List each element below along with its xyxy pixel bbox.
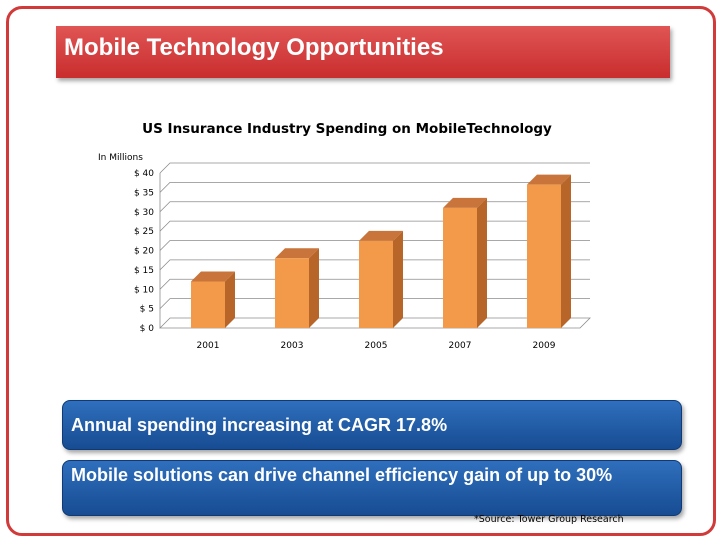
bar-front — [359, 240, 393, 328]
chart-svg: US Insurance Industry Spending on Mobile… — [98, 121, 591, 351]
bar-front — [527, 184, 561, 328]
y-tick-label: $ 40 — [134, 169, 154, 179]
y-tick-label: $ 5 — [140, 305, 154, 315]
bar-layer — [191, 174, 571, 328]
callout-efficiency: Mobile solutions can drive channel effic… — [62, 460, 682, 516]
bar — [359, 230, 403, 328]
bar-side — [225, 271, 235, 328]
gridline — [159, 162, 590, 174]
title-bar: Mobile Technology Opportunities — [56, 26, 670, 78]
x-tick-label: 2009 — [533, 341, 556, 351]
gridline — [159, 220, 590, 232]
bar-top — [191, 271, 235, 282]
bar — [527, 174, 571, 328]
y-tick-label: $ 30 — [134, 208, 154, 218]
bar-side — [393, 230, 403, 328]
y-tick-layer: $ 0 $ 5 $ 10 $ 15 $ 20 $ 25 $ 30 $ 35 $ 40 — [134, 169, 154, 334]
chart-title: US Insurance Industry Spending on Mobile… — [142, 121, 552, 137]
y-tick-label: $ 15 — [134, 266, 154, 276]
y-tick-label: $ 25 — [134, 227, 154, 237]
bar-top — [359, 230, 403, 241]
callout-cagr: Annual spending increasing at CAGR 17.8% — [62, 400, 682, 450]
x-tick-label: 2003 — [281, 341, 304, 351]
source-note: *Source: Tower Group Research — [474, 514, 624, 525]
bar-front — [191, 281, 225, 328]
y-axis-unit-label: In Millions — [98, 153, 143, 163]
spending-chart: US Insurance Industry Spending on Mobile… — [60, 108, 620, 358]
bar — [191, 271, 235, 328]
bar-front — [443, 207, 477, 328]
bar-front — [275, 258, 309, 328]
slide-title: Mobile Technology Opportunities — [64, 34, 444, 61]
callout-cagr-text: Annual spending increasing at CAGR 17.8% — [71, 415, 448, 435]
callout-efficiency-text: Mobile solutions can drive channel effic… — [71, 465, 613, 485]
bar-side — [477, 197, 487, 328]
y-tick-label: $ 35 — [134, 188, 154, 198]
gridline — [159, 181, 590, 193]
bar-top — [527, 174, 571, 185]
y-tick-label: $ 0 — [140, 324, 155, 334]
bar-side — [561, 174, 571, 328]
y-tick-label: $ 20 — [134, 247, 154, 257]
bar-side — [309, 248, 319, 328]
x-tick-label: 2001 — [197, 341, 220, 351]
bar-top — [443, 197, 487, 208]
bar — [443, 197, 487, 328]
gridline — [159, 201, 590, 213]
x-tick-label: 2007 — [449, 341, 472, 351]
y-tick-label: $ 10 — [134, 285, 154, 295]
x-tick-label: 2005 — [365, 341, 388, 351]
x-tick-layer: 2001 2003 2005 2007 2009 — [197, 341, 556, 351]
bar — [275, 248, 319, 328]
bar-top — [275, 248, 319, 259]
